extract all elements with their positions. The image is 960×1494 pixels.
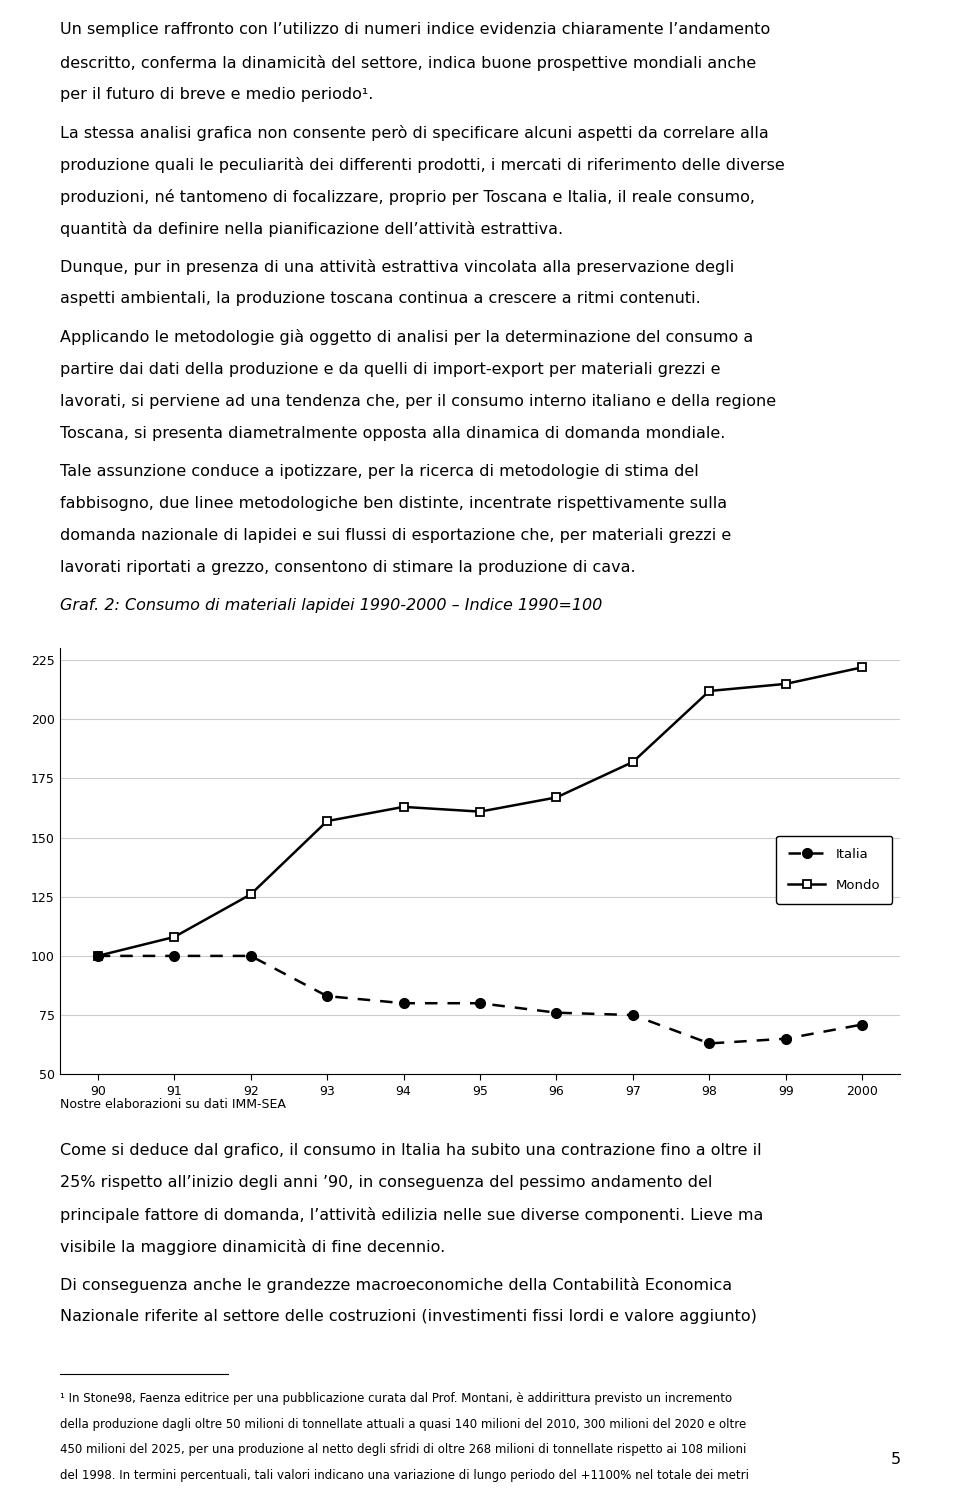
- Text: partire dai dati della produzione e da quelli di import-export per materiali gre: partire dai dati della produzione e da q…: [60, 362, 720, 376]
- Text: Applicando le metodologie già oggetto di analisi per la determinazione del consu: Applicando le metodologie già oggetto di…: [60, 329, 753, 345]
- Legend: Italia, Mondo: Italia, Mondo: [777, 835, 892, 904]
- Text: Nazionale riferite al settore delle costruzioni (investimenti fissi lordi e valo: Nazionale riferite al settore delle cost…: [60, 1309, 756, 1325]
- Text: 25% rispetto all’inizio degli anni ’90, in conseguenza del pessimo andamento del: 25% rispetto all’inizio degli anni ’90, …: [60, 1174, 712, 1191]
- Text: del 1998. In termini percentuali, tali valori indicano una variazione di lungo p: del 1998. In termini percentuali, tali v…: [60, 1469, 749, 1482]
- Text: domanda nazionale di lapidei e sui flussi di esportazione che, per materiali gre: domanda nazionale di lapidei e sui fluss…: [60, 527, 731, 544]
- Text: lavorati, si perviene ad una tendenza che, per il consumo interno italiano e del: lavorati, si perviene ad una tendenza ch…: [60, 393, 776, 409]
- Text: La stessa analisi grafica non consente però di specificare alcuni aspetti da cor: La stessa analisi grafica non consente p…: [60, 124, 768, 140]
- Text: quantità da definire nella pianificazione dell’attività estrattiva.: quantità da definire nella pianificazion…: [60, 221, 563, 238]
- Text: 450 milioni del 2025, per una produzione al netto degli sfridi di oltre 268 mili: 450 milioni del 2025, per una produzione…: [60, 1443, 746, 1457]
- Text: descritto, conferma la dinamicità del settore, indica buone prospettive mondiali: descritto, conferma la dinamicità del se…: [60, 54, 756, 70]
- Text: Graf. 2: Consumo di materiali lapidei 1990-2000 – Indice 1990=100: Graf. 2: Consumo di materiali lapidei 19…: [60, 598, 602, 614]
- Text: principale fattore di domanda, l’attività edilizia nelle sue diverse componenti.: principale fattore di domanda, l’attivit…: [60, 1207, 763, 1224]
- Text: Come si deduce dal grafico, il consumo in Italia ha subito una contrazione fino : Come si deduce dal grafico, il consumo i…: [60, 1143, 761, 1158]
- Text: della produzione dagli oltre 50 milioni di tonnellate attuali a quasi 140 milion: della produzione dagli oltre 50 milioni …: [60, 1418, 746, 1431]
- Text: produzioni, né tantomeno di focalizzare, proprio per Toscana e Italia, il reale : produzioni, né tantomeno di focalizzare,…: [60, 188, 755, 205]
- Text: lavorati riportati a grezzo, consentono di stimare la produzione di cava.: lavorati riportati a grezzo, consentono …: [60, 560, 636, 575]
- Text: 5: 5: [890, 1452, 900, 1467]
- Text: aspetti ambientali, la produzione toscana continua a crescere a ritmi contenuti.: aspetti ambientali, la produzione toscan…: [60, 291, 700, 306]
- Text: Dunque, pur in presenza di una attività estrattiva vincolata alla preservazione : Dunque, pur in presenza di una attività …: [60, 258, 733, 275]
- Text: Nostre elaborazioni su dati IMM-SEA: Nostre elaborazioni su dati IMM-SEA: [60, 1098, 285, 1112]
- Text: Di conseguenza anche le grandezze macroeconomiche della Contabilità Economica: Di conseguenza anche le grandezze macroe…: [60, 1277, 732, 1294]
- Text: visibile la maggiore dinamicità di fine decennio.: visibile la maggiore dinamicità di fine …: [60, 1239, 444, 1255]
- Text: per il futuro di breve e medio periodo¹.: per il futuro di breve e medio periodo¹.: [60, 87, 372, 102]
- Text: produzione quali le peculiarità dei differenti prodotti, i mercati di riferiment: produzione quali le peculiarità dei diff…: [60, 157, 784, 173]
- Text: Un semplice raffronto con l’utilizzo di numeri indice evidenzia chiaramente l’an: Un semplice raffronto con l’utilizzo di …: [60, 22, 770, 37]
- Text: fabbisogno, due linee metodologiche ben distinte, incentrate rispettivamente sul: fabbisogno, due linee metodologiche ben …: [60, 496, 727, 511]
- Text: Tale assunzione conduce a ipotizzare, per la ricerca di metodologie di stima del: Tale assunzione conduce a ipotizzare, pe…: [60, 463, 698, 480]
- Text: ¹ In Stone98, Faenza editrice per una pubblicazione curata dal Prof. Montani, è : ¹ In Stone98, Faenza editrice per una pu…: [60, 1392, 732, 1406]
- Text: Toscana, si presenta diametralmente opposta alla dinamica di domanda mondiale.: Toscana, si presenta diametralmente oppo…: [60, 426, 725, 441]
